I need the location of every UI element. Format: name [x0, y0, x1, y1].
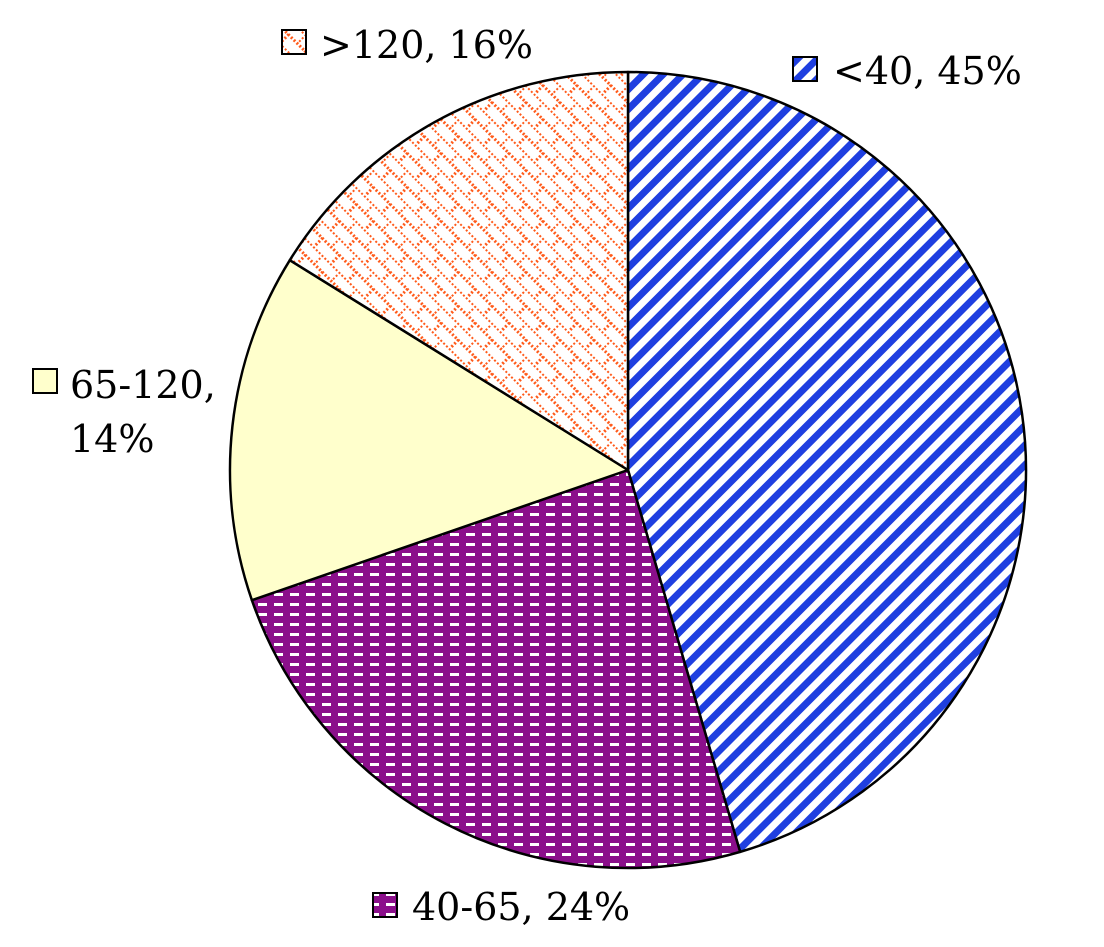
legend-swatch-gt120	[281, 29, 307, 55]
pie-labels: <40, 45% 40-65, 24% 65-120, 14% >120, 16%	[32, 23, 1022, 929]
data-label-r65_120: 65-120,	[70, 363, 216, 407]
data-label-lt40: <40, 45%	[833, 49, 1022, 93]
pie-slice-r40_65	[250, 468, 742, 870]
pie-slice-lt40	[626, 70, 1028, 854]
legend-swatch-lt40	[792, 56, 818, 82]
legend-swatch-r65_120	[32, 368, 58, 394]
pie-slices	[228, 70, 1028, 870]
data-label-gt120: >120, 16%	[320, 23, 533, 67]
data-label-r65_120-line2: 14%	[70, 417, 154, 461]
data-label-r40_65: 40-65, 24%	[412, 885, 630, 929]
pie-slice-gt120	[288, 70, 630, 472]
pie-slice-r65_120	[228, 258, 630, 602]
legend-swatch-r40_65	[372, 892, 398, 918]
